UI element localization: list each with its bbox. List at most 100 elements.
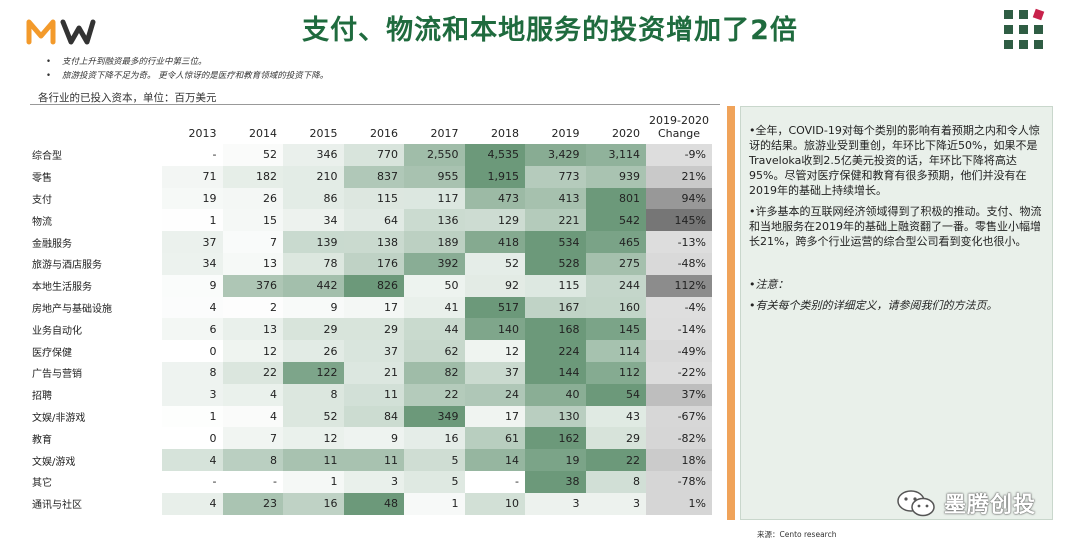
value-cell: 19 — [525, 449, 586, 471]
change-cell: -82% — [646, 427, 712, 450]
investment-table: 2013 2014 2015 2016 2017 2018 2019 2020 … — [28, 114, 712, 515]
table-row: 支付 19 26 86 115 117 473 413 801 94% — [28, 187, 712, 210]
header-year: 2020 — [612, 127, 640, 140]
table-row: 零售 71 182 210 837 955 1,915 773 939 21% — [28, 165, 712, 188]
change-cell: 94% — [646, 187, 712, 210]
value-cell: 11 — [343, 449, 404, 471]
value-cell: 542 — [585, 209, 646, 232]
change-cell: -4% — [646, 296, 712, 319]
summary-bullets: 支付上升到融资最多的行业中第三位。 旅游投资下降不足为奇。 更令人惊讶的是医疗和… — [46, 55, 328, 83]
value-cell: 37 — [162, 231, 223, 253]
grid-logo-icon — [1004, 8, 1046, 50]
value-cell: 34 — [283, 209, 344, 232]
value-cell: 349 — [404, 405, 465, 428]
divider — [30, 104, 720, 105]
note-title: •注意： — [749, 278, 789, 291]
value-cell: - — [273, 475, 277, 489]
value-cell: 1,915 — [464, 165, 525, 188]
change-cell: 112% — [646, 274, 712, 297]
value-cell: 14 — [464, 449, 525, 471]
change-cell: -13% — [646, 231, 712, 253]
value-cell: 160 — [585, 296, 646, 319]
value-cell: 12 — [222, 340, 283, 362]
value-cell: 413 — [525, 187, 586, 210]
header-year: 2013 — [188, 127, 217, 140]
value-cell: 8 — [222, 449, 283, 471]
value-cell: 955 — [404, 165, 465, 188]
value-cell: 54 — [585, 383, 646, 406]
value-cell: 168 — [525, 318, 586, 341]
value-cell: 189 — [404, 231, 465, 253]
change-cell: -78% — [646, 470, 712, 493]
value-cell: 346 — [283, 144, 344, 166]
value-cell: 26 — [222, 187, 283, 210]
change-cell: 21% — [646, 165, 712, 188]
table-row: 教育 0 7 12 9 16 61 162 29 -82% — [28, 427, 712, 450]
value-cell: - — [515, 475, 519, 489]
category-label: 教育 — [32, 434, 52, 446]
value-cell: 465 — [585, 231, 646, 253]
table-row: 物流 1 15 34 64 136 129 221 542 145% — [28, 209, 712, 232]
value-cell: 41 — [404, 296, 465, 319]
value-cell: 140 — [464, 318, 525, 341]
value-cell: 71 — [162, 165, 223, 188]
watermark: 墨腾创投 — [896, 487, 1036, 519]
value-cell: 0 — [162, 427, 223, 450]
value-cell: 801 — [585, 187, 646, 210]
category-label: 招聘 — [32, 391, 52, 403]
value-cell: 37 — [464, 361, 525, 384]
value-cell: 4 — [222, 405, 283, 428]
accent-bar — [727, 106, 735, 520]
table-row: 房地产与基础设施 4 2 9 17 41 517 167 160 -4% — [28, 296, 712, 319]
category-label: 其它 — [32, 478, 52, 490]
value-cell: 534 — [525, 231, 586, 253]
header-year: 2017 — [430, 127, 459, 140]
value-cell: 19 — [162, 187, 223, 210]
value-cell: 17 — [464, 405, 525, 428]
header-year: 2019 — [551, 127, 580, 140]
category-label: 文娱/非游戏 — [32, 412, 86, 424]
value-cell: 376 — [222, 274, 283, 297]
value-cell: 17 — [343, 296, 404, 319]
category-label: 旅游与酒店服务 — [32, 260, 102, 272]
value-cell: 122 — [283, 361, 344, 384]
header-year: 2018 — [491, 127, 519, 140]
table-row: 医疗保健 0 12 26 37 62 12 224 114 -49% — [28, 340, 712, 362]
table-row: 业务自动化 6 13 29 29 44 140 168 145 -14% — [28, 318, 712, 341]
value-cell: 64 — [343, 209, 404, 232]
value-cell: 52 — [283, 405, 344, 428]
value-cell: 517 — [464, 296, 525, 319]
value-cell: 2,550 — [404, 144, 465, 166]
value-cell: - — [212, 475, 217, 489]
value-cell: 78 — [283, 252, 344, 275]
change-cell: 18% — [646, 449, 712, 471]
value-cell: 0 — [162, 340, 223, 362]
value-cell: 4,535 — [464, 144, 525, 166]
value-cell: 442 — [283, 274, 344, 297]
table-row: 综合型 -52 346 770 2,550 4,535 3,429 3,114 -9% — [28, 144, 712, 166]
value-cell: 21 — [343, 361, 404, 384]
value-cell: 29 — [585, 427, 646, 450]
value-cell: 115 — [525, 274, 586, 297]
value-cell: 4 — [162, 449, 223, 471]
header-year: 2014 — [249, 127, 277, 140]
table-row: 其它 - -1 3 5-38 8 -78% — [28, 470, 712, 493]
value-cell: 4 — [222, 383, 283, 406]
category-label: 本地生活服务 — [32, 282, 92, 294]
value-cell: 418 — [464, 231, 525, 253]
value-cell: 144 — [525, 361, 586, 384]
value-cell: 4 — [162, 296, 223, 319]
value-cell: 10 — [464, 492, 525, 515]
value-cell: 34 — [162, 252, 223, 275]
value-cell: 3 — [525, 492, 586, 515]
value-cell: 84 — [343, 405, 404, 428]
table-row: 文娱/非游戏 1 4 52 84 349 17 130 43 -67% — [28, 405, 712, 428]
value-cell: 9 — [283, 296, 344, 319]
table-row: 通讯与社区 4 23 16 48 1 10 3 3 1% — [28, 492, 712, 515]
value-cell: 16 — [404, 427, 465, 450]
header-change-line1: 2019-2020 — [649, 114, 709, 127]
category-label: 零售 — [32, 173, 52, 185]
table-row: 旅游与酒店服务 34 13 78 176 392 52 528 275 -48% — [28, 252, 712, 275]
value-cell: 8 — [283, 383, 344, 406]
value-cell: 62 — [404, 340, 465, 362]
